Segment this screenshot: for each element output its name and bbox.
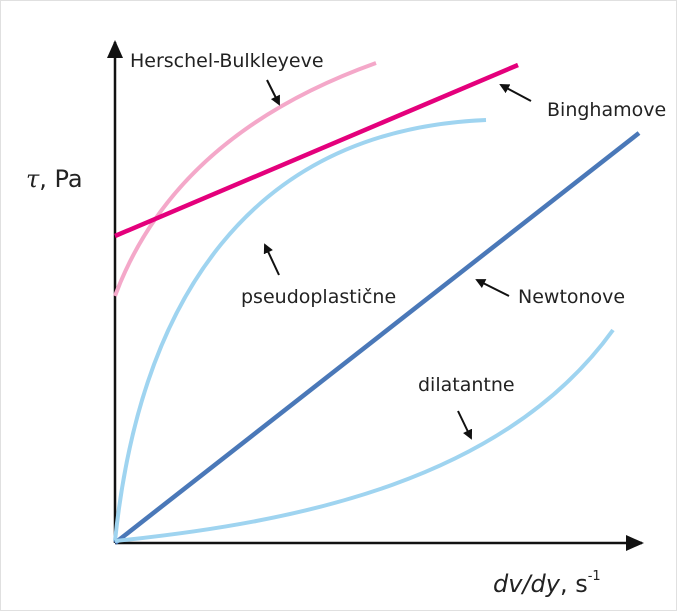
curve-label: pseudoplastične bbox=[241, 286, 396, 308]
bingham-line bbox=[114, 62, 519, 239]
arrow bbox=[263, 243, 280, 276]
y-symbol: τ bbox=[26, 165, 40, 193]
x-unit: , s bbox=[560, 570, 588, 598]
curve-label: dilatantne bbox=[418, 374, 515, 396]
newtonian-line bbox=[113, 131, 641, 545]
curve-label: Newtonove bbox=[518, 286, 625, 308]
y-axis-label: τ, Pa bbox=[26, 165, 83, 193]
arrow bbox=[457, 410, 473, 440]
arrow bbox=[499, 84, 532, 102]
dilatant-curve bbox=[114, 328, 615, 543]
arrow bbox=[475, 279, 510, 297]
arrow bbox=[266, 79, 280, 106]
curve-label: Binghamove bbox=[547, 99, 666, 121]
x-symbol: dv/dy bbox=[493, 570, 561, 598]
x-axis-label: dv/dy, s-1 bbox=[493, 569, 601, 598]
pseudoplastic-curve bbox=[113, 118, 487, 542]
curve-label: Herschel-Bulkleyeve bbox=[130, 50, 324, 72]
y-unit: , Pa bbox=[39, 165, 82, 193]
herschel-bulkley-curve bbox=[113, 61, 377, 297]
x-exponent: -1 bbox=[588, 569, 601, 584]
